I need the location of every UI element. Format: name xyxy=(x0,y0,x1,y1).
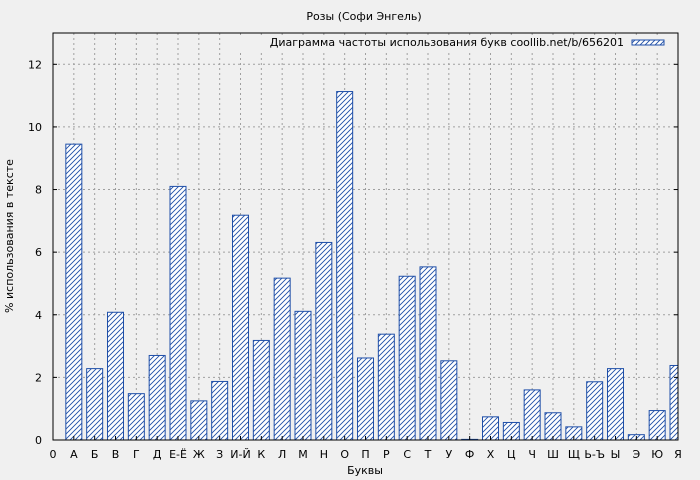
x-tick-label: С xyxy=(403,448,411,461)
bar xyxy=(127,393,145,441)
x-tick-label: Ь-Ъ xyxy=(584,448,605,461)
bar xyxy=(357,357,374,441)
bar xyxy=(523,389,541,441)
bar xyxy=(398,275,416,441)
legend-label: Диаграмма частоты использования букв coo… xyxy=(270,36,624,49)
bar xyxy=(273,277,291,441)
y-tick-label: 12 xyxy=(28,58,42,71)
x-tick-label: З xyxy=(216,448,223,461)
x-axis-label: Буквы xyxy=(347,464,383,477)
y-axis-label: % использования в тексте xyxy=(3,159,16,313)
x-tick-label: Н xyxy=(320,448,328,461)
bar xyxy=(419,266,437,441)
bar xyxy=(169,185,187,441)
x-tick-label: Т xyxy=(424,448,432,461)
bar xyxy=(86,368,104,441)
x-tick-label: П xyxy=(361,448,369,461)
bar xyxy=(190,400,208,441)
bar xyxy=(544,412,562,441)
bar xyxy=(148,354,166,441)
y-tick-label: 2 xyxy=(35,371,42,384)
x-tick-label: А xyxy=(70,448,78,461)
y-tick-label: 8 xyxy=(35,184,42,197)
bar xyxy=(315,241,333,441)
x-tick-label: О xyxy=(340,448,349,461)
x-tick-label-origin: 0 xyxy=(50,448,57,461)
x-tick-label: Л xyxy=(278,448,286,461)
bar xyxy=(648,410,666,441)
bar xyxy=(669,364,679,441)
bar xyxy=(607,368,624,441)
bar xyxy=(440,360,458,441)
y-tick-label: 10 xyxy=(28,121,42,134)
x-tick-label: М xyxy=(298,448,308,461)
x-tick-label: Е-Ё xyxy=(169,448,187,461)
x-tick-label: Ш xyxy=(547,448,559,461)
bar xyxy=(211,380,229,441)
x-tick-label: Я xyxy=(674,448,682,461)
x-tick-label: Ч xyxy=(528,448,536,461)
x-tick-label: Х xyxy=(487,448,495,461)
x-tick-label: В xyxy=(112,448,120,461)
bar xyxy=(232,214,249,441)
bar xyxy=(336,91,354,441)
legend: Диаграмма частоты использования букв coo… xyxy=(240,35,672,51)
bar xyxy=(252,339,270,441)
bar xyxy=(294,310,312,441)
x-tick-label: У xyxy=(445,448,452,461)
y-tick-label: 4 xyxy=(35,309,42,322)
x-tick-label: К xyxy=(257,448,265,461)
bar xyxy=(107,311,124,441)
x-tick-label: Ф xyxy=(465,448,474,461)
chart-title: Розы (Софи Энгель) xyxy=(306,10,421,23)
x-tick-label: Щ xyxy=(568,448,580,461)
x-tick-label: Э xyxy=(632,448,640,461)
x-tick-label: Б xyxy=(91,448,99,461)
x-tick-label: Ж xyxy=(193,448,205,461)
bar xyxy=(377,333,395,441)
x-tick-label: И-Й xyxy=(230,448,250,461)
x-tick-label: Ы xyxy=(611,448,621,461)
legend-swatch xyxy=(631,39,665,46)
x-tick-label: Ц xyxy=(507,448,516,461)
x-tick-label: Р xyxy=(383,448,390,461)
bar xyxy=(586,381,604,441)
bar xyxy=(65,143,83,441)
grid-lines xyxy=(53,33,678,440)
x-tick-label: Г xyxy=(133,448,140,461)
y-tick-label: 0 xyxy=(35,434,42,447)
legend-background xyxy=(240,35,672,51)
x-tick-label: Д xyxy=(153,448,162,461)
y-tick-label: 6 xyxy=(35,246,42,259)
x-tick-label: Ю xyxy=(651,448,663,461)
